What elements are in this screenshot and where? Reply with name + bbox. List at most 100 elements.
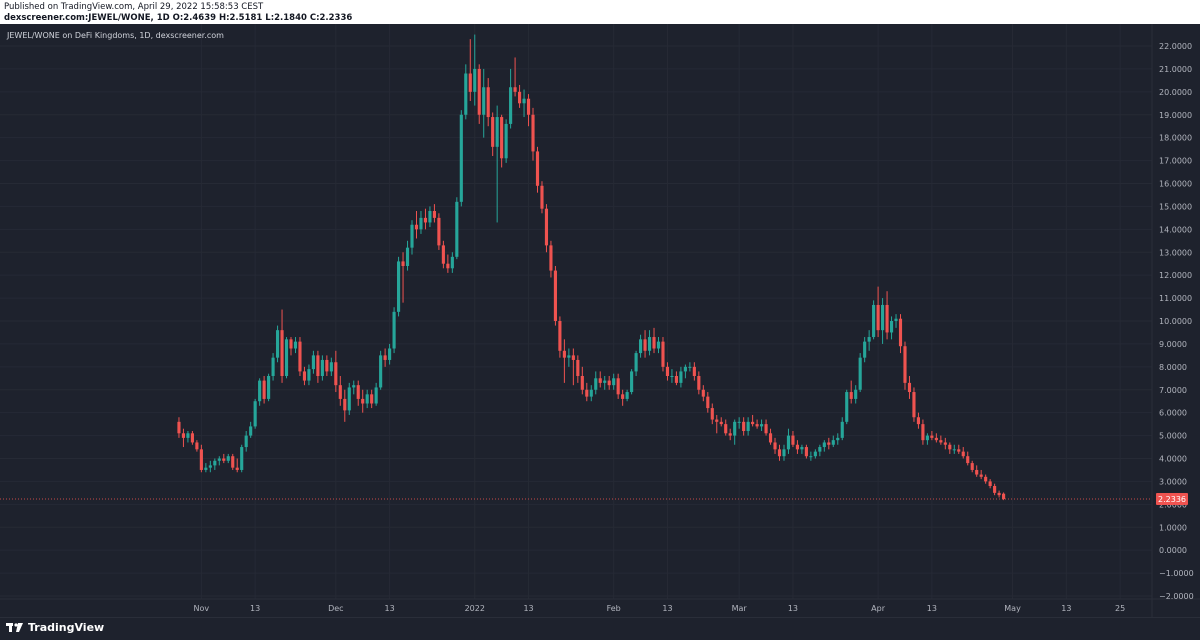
y-tick-label: 7.0000 (1159, 386, 1187, 395)
candle-body (661, 341, 665, 367)
candle-body (751, 421, 755, 425)
candle-body (446, 263, 450, 269)
candle-body (311, 355, 315, 370)
candle-body (907, 382, 912, 393)
candle-body (656, 341, 661, 349)
y-tick-label: 17.0000 (1159, 157, 1192, 166)
y-tick-label: 13.0000 (1159, 248, 1192, 257)
candle-body (683, 366, 687, 372)
x-tick-label: 2022 (465, 604, 485, 613)
candle-body (468, 73, 472, 92)
candle-body (428, 211, 432, 223)
candle-body (594, 378, 598, 390)
candle-body (531, 114, 535, 152)
tradingview-logo-icon (6, 622, 23, 632)
candle-body (863, 341, 867, 358)
candle-body (401, 261, 405, 266)
candle-body (576, 359, 580, 376)
y-tick-label: 20.0000 (1159, 88, 1192, 97)
candle-body (894, 318, 898, 321)
candle-body (921, 424, 925, 441)
footer: TradingView (0, 617, 1200, 640)
candle-body (526, 98, 531, 115)
candle-body (742, 421, 746, 431)
candle-body (746, 421, 750, 431)
candle-body (195, 442, 199, 450)
candle-body (177, 421, 181, 434)
candle-body (1002, 493, 1006, 499)
candle-body (872, 304, 876, 338)
candle-body (271, 357, 275, 376)
tradingview-brand: TradingView (28, 621, 105, 634)
candle-body (504, 123, 508, 159)
candle-body (450, 256, 454, 269)
candle-body (876, 304, 880, 331)
candle-body (961, 451, 965, 457)
candle-body (361, 398, 365, 404)
chart-title: JEWEL/WONE on DeFi Kingdoms, 1D, dexscre… (7, 31, 224, 40)
candle-body (822, 442, 826, 448)
candle-body (558, 321, 562, 351)
candle-body (791, 435, 795, 445)
y-tick-label: 12.0000 (1159, 271, 1192, 280)
candle-body (275, 330, 280, 358)
candle-body (580, 376, 584, 390)
candle-body (589, 389, 593, 397)
candle-body (634, 353, 638, 372)
candle-body (240, 447, 244, 470)
candle-body (571, 355, 575, 360)
candle-body (903, 346, 907, 383)
candle-body (997, 492, 1001, 496)
candle-body (392, 311, 396, 349)
candle-body (199, 449, 203, 470)
candle-body (302, 371, 307, 381)
candle-body (898, 318, 903, 347)
y-tick-label: 15.0000 (1159, 202, 1192, 211)
candle-body (603, 380, 607, 383)
candle-body (253, 401, 257, 427)
y-tick-label: 3.0000 (1159, 477, 1187, 486)
candle-body (388, 348, 392, 360)
candle-body (509, 87, 513, 124)
candle-body (916, 417, 921, 425)
candle-body (818, 447, 822, 452)
candle-body (213, 460, 217, 466)
tradingview-logo[interactable]: TradingView (6, 621, 104, 634)
y-tick-label: 10.0000 (1159, 317, 1192, 326)
y-tick-label: −1.0000 (1159, 569, 1194, 578)
candle-body (630, 371, 634, 393)
x-tick-label: 25 (1115, 604, 1125, 613)
candle-body (293, 341, 298, 349)
candle-body (858, 357, 862, 390)
candle-body (885, 304, 889, 333)
candle-body (549, 245, 553, 271)
candle-body (280, 330, 284, 376)
candle-body (374, 387, 378, 404)
candle-body (414, 224, 419, 230)
candle-body (724, 424, 728, 434)
candle-body (356, 385, 360, 399)
candle-body (343, 398, 347, 411)
candle-body (706, 396, 710, 409)
candle-body (491, 117, 495, 147)
candle-body (567, 355, 571, 358)
candle-body (943, 442, 947, 445)
candle-body (459, 114, 463, 202)
candle-body (768, 433, 773, 443)
candle-body (840, 421, 844, 438)
y-tick-label: 18.0000 (1159, 134, 1192, 143)
candle-body (379, 355, 383, 388)
candle-body (262, 380, 266, 399)
x-tick-label: Dec (328, 604, 343, 613)
x-tick-label: Feb (607, 604, 621, 613)
candle-body (598, 378, 602, 383)
chart-area[interactable]: −2.0000−1.00000.00001.00002.00003.00004.… (0, 24, 1200, 617)
candle-body (764, 424, 768, 434)
candle-body (755, 424, 759, 427)
candle-body (952, 449, 956, 451)
candle-body (728, 433, 732, 436)
candle-body (482, 87, 486, 115)
candlestick-chart[interactable]: −2.0000−1.00000.00001.00002.00003.00004.… (0, 24, 1200, 617)
candle-body (316, 355, 320, 376)
candle-body (679, 371, 683, 383)
